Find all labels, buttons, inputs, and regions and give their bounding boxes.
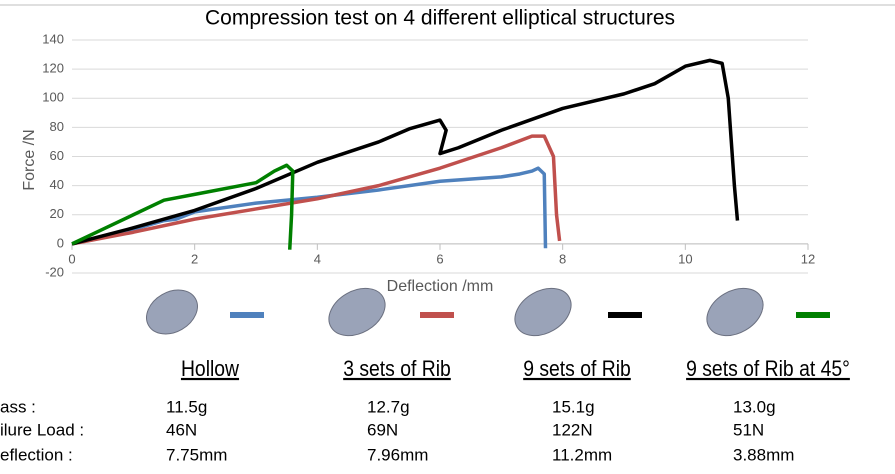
table-cell: 13.0g — [733, 397, 776, 416]
y-tick-label: 0 — [57, 235, 64, 250]
table-cell: 7.75mm — [166, 445, 227, 464]
table-cell: 51N — [733, 420, 764, 439]
x-tick-label: 10 — [678, 251, 692, 266]
y-tick-label: 20 — [50, 206, 64, 221]
legend-label: 3 sets of Rib — [343, 357, 451, 381]
row-label: eflection : — [0, 445, 73, 464]
row-label: ilure Load : — [0, 420, 84, 439]
table-cell: 69N — [367, 420, 398, 439]
series-line — [71, 134, 562, 246]
x-tick-label: 4 — [314, 251, 321, 266]
table-cell: 11.2mm — [552, 445, 612, 464]
y-tick-label: 140 — [42, 31, 64, 46]
x-tick-label: 6 — [436, 251, 443, 266]
x-tick-label: 2 — [191, 251, 198, 266]
legend-label: 9 sets of Rib at 45° — [686, 357, 850, 381]
x-axis-label: Deflection /mm — [387, 278, 494, 295]
chart-title: Compression test on 4 different elliptic… — [205, 7, 675, 30]
y-axis-label: Force /N — [21, 129, 38, 190]
series-line — [71, 163, 295, 250]
series-line — [71, 166, 548, 249]
table-cell: 11.5g — [166, 397, 207, 416]
table-cell: 122N — [552, 420, 593, 439]
legend-label: 9 sets of Rib — [523, 357, 631, 381]
table-cell: 12.7g — [367, 397, 410, 416]
row-label: ass : — [0, 397, 36, 416]
icon-hollow — [146, 289, 198, 335]
structure-icons — [146, 287, 764, 337]
y-tick-label: 60 — [50, 148, 64, 163]
series-line — [71, 58, 740, 246]
table-cell: 46N — [166, 420, 197, 439]
x-tick-label: 0 — [68, 251, 75, 266]
y-tick-label: 100 — [42, 90, 64, 105]
table-cell: 7.96mm — [367, 445, 428, 464]
y-tick-label: 80 — [50, 119, 64, 134]
legend-label: Hollow — [181, 357, 240, 381]
y-tick-label: 120 — [42, 61, 64, 76]
x-tick-label: 12 — [801, 251, 815, 266]
icon-3-rib — [328, 287, 386, 337]
icon-9-rib-45 — [706, 287, 764, 337]
table-cell: 3.88mm — [733, 445, 794, 464]
y-tick-label: 40 — [50, 177, 64, 192]
table-cell: 15.1g — [552, 397, 595, 416]
y-tick-label: -20 — [45, 264, 64, 279]
icon-9-rib — [514, 287, 572, 337]
x-tick-label: 8 — [559, 251, 566, 266]
